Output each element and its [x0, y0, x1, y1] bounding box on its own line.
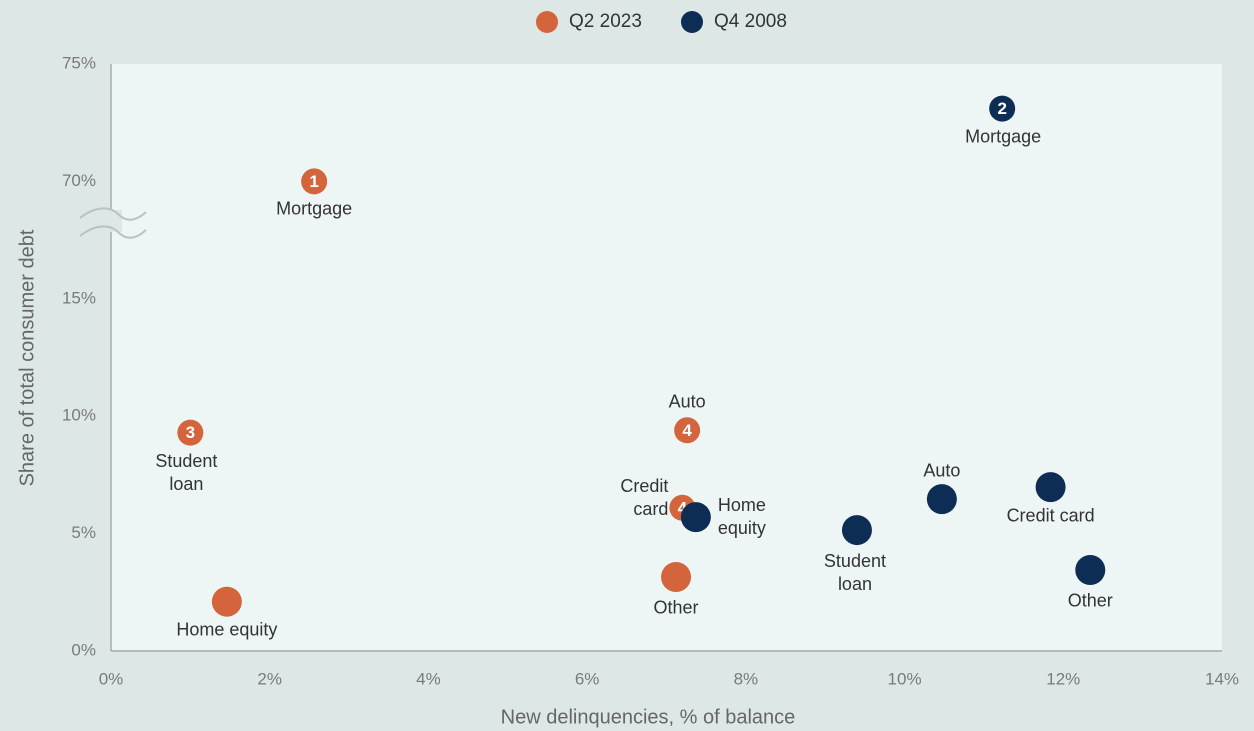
- point: [841, 515, 872, 546]
- x-tick-label: 6%: [575, 669, 600, 688]
- legend-label: Q4 2008: [714, 11, 787, 32]
- x-tick-label: 14%: [1205, 669, 1239, 688]
- point-label: Credit card: [620, 475, 669, 519]
- legend-label: Q2 2023: [569, 11, 642, 32]
- axis-break: [79, 207, 147, 239]
- point-label: Mortgage: [965, 126, 1042, 147]
- x-axis-title: New delinquencies, % of balance: [501, 706, 796, 728]
- y-tick-label: 75%: [62, 53, 96, 72]
- point-badge: 3: [186, 423, 195, 442]
- point: [674, 417, 701, 444]
- x-tick-label: 8%: [734, 669, 759, 688]
- point-badge: 4: [682, 421, 692, 440]
- point-label: Home equity: [176, 619, 278, 640]
- y-tick-label: 70%: [62, 171, 96, 190]
- point-label: Mortgage: [276, 198, 353, 219]
- point-label: Other: [1067, 590, 1113, 611]
- point-badge: 1: [309, 172, 318, 191]
- point: [1075, 554, 1106, 585]
- point: [1035, 472, 1066, 503]
- x-tick-label: 4%: [416, 669, 441, 688]
- point: [177, 419, 204, 446]
- point-label: Student loan: [155, 450, 218, 494]
- y-tick-label: 15%: [62, 288, 96, 307]
- point: [926, 484, 957, 515]
- plot-area: [111, 64, 1222, 651]
- x-tick-label: 2%: [257, 669, 282, 688]
- y-axis-title: Share of total consumer debt: [16, 229, 38, 486]
- point: [989, 95, 1016, 122]
- point-badge: 2: [997, 99, 1006, 118]
- point: [301, 168, 328, 195]
- point-badge: 4: [678, 498, 688, 517]
- point-label: Auto: [668, 391, 706, 412]
- point-label: Credit card: [1006, 505, 1095, 526]
- point-label: Other: [653, 597, 699, 618]
- point-label: Home equity: [717, 495, 766, 539]
- y-tick-label: 0%: [71, 640, 96, 659]
- y-tick-label: 10%: [62, 406, 96, 425]
- point: [661, 562, 692, 593]
- point: [680, 502, 711, 533]
- legend-marker: [536, 11, 558, 33]
- legend-marker: [681, 11, 703, 33]
- point-label: Student loan: [823, 551, 886, 595]
- point: [211, 586, 242, 617]
- legend: Q2 2023 Q4 2008: [536, 11, 787, 33]
- y-tick-label: 5%: [71, 523, 96, 542]
- x-tick-label: 0%: [99, 669, 124, 688]
- point-label: Auto: [923, 460, 961, 481]
- x-tick-label: 12%: [1046, 669, 1080, 688]
- x-tick-label: 10%: [888, 669, 922, 688]
